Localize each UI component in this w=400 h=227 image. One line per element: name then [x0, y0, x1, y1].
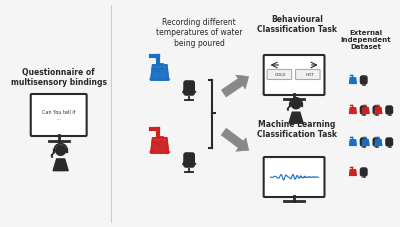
- FancyBboxPatch shape: [373, 106, 380, 114]
- FancyBboxPatch shape: [360, 106, 367, 114]
- Text: Behavioural
Classification Task: Behavioural Classification Task: [257, 15, 337, 35]
- Polygon shape: [363, 109, 368, 113]
- FancyBboxPatch shape: [386, 106, 392, 114]
- Polygon shape: [362, 140, 369, 145]
- FancyBboxPatch shape: [296, 69, 320, 79]
- FancyBboxPatch shape: [360, 168, 367, 176]
- Polygon shape: [375, 140, 382, 145]
- Text: External
Independent
Dataset: External Independent Dataset: [340, 30, 391, 50]
- Text: HOT: HOT: [305, 73, 314, 77]
- Polygon shape: [350, 78, 356, 83]
- Text: Can You tell if: Can You tell if: [42, 109, 75, 114]
- Text: Questionnaire of
multisensory bindings: Questionnaire of multisensory bindings: [11, 68, 107, 87]
- FancyBboxPatch shape: [264, 157, 324, 197]
- Polygon shape: [152, 68, 168, 79]
- Circle shape: [291, 99, 301, 109]
- Polygon shape: [151, 138, 168, 153]
- Polygon shape: [362, 108, 369, 113]
- Polygon shape: [53, 159, 68, 171]
- Polygon shape: [376, 141, 381, 145]
- Polygon shape: [350, 141, 356, 145]
- FancyBboxPatch shape: [31, 94, 87, 136]
- FancyBboxPatch shape: [386, 138, 392, 146]
- Circle shape: [56, 145, 66, 155]
- FancyBboxPatch shape: [184, 81, 194, 95]
- Polygon shape: [350, 140, 356, 145]
- Polygon shape: [376, 109, 381, 113]
- Polygon shape: [350, 109, 356, 113]
- Polygon shape: [289, 112, 303, 123]
- Polygon shape: [350, 171, 356, 175]
- Polygon shape: [363, 141, 368, 145]
- FancyBboxPatch shape: [373, 138, 380, 146]
- Polygon shape: [152, 141, 168, 152]
- FancyBboxPatch shape: [360, 138, 367, 146]
- Polygon shape: [375, 108, 382, 113]
- Polygon shape: [350, 108, 356, 113]
- Polygon shape: [151, 65, 168, 80]
- FancyBboxPatch shape: [360, 76, 367, 84]
- Polygon shape: [350, 170, 356, 175]
- Text: Machine Learning
Classification Task: Machine Learning Classification Task: [257, 120, 337, 139]
- Text: COLD: COLD: [274, 73, 286, 77]
- Text: ...: ...: [56, 116, 61, 121]
- FancyBboxPatch shape: [264, 55, 324, 95]
- FancyBboxPatch shape: [184, 153, 194, 167]
- Polygon shape: [350, 79, 356, 83]
- Text: Recording different
temperatures of water
being poured: Recording different temperatures of wate…: [156, 18, 242, 48]
- FancyBboxPatch shape: [267, 69, 292, 79]
